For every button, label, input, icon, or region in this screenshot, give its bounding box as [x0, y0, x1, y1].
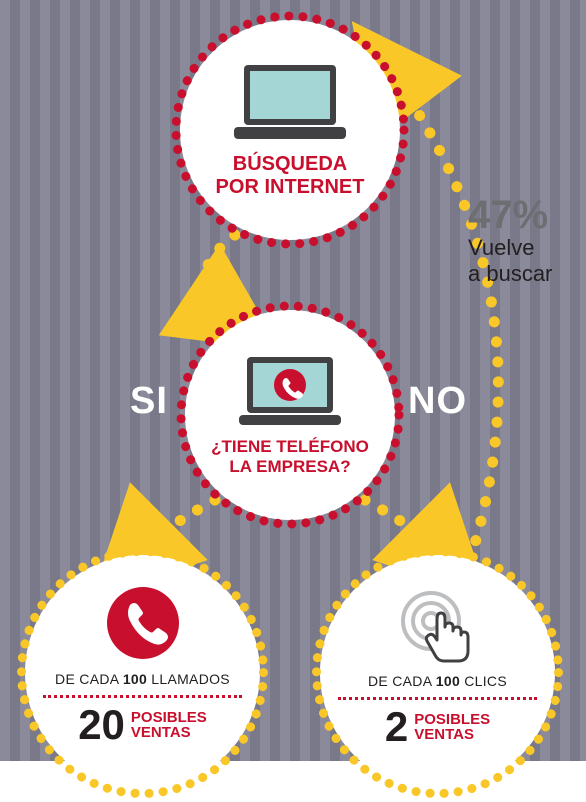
br-label-2: VENTAS [414, 726, 474, 743]
node-calls-result: DE CADA 100 LLAMADOS 20 POSIBLES VENTAS [25, 555, 260, 790]
callout-line1: Vuelve [468, 235, 552, 261]
callout-47pct: 47% Vuelve a buscar [468, 195, 552, 287]
bl-label-2: VENTAS [131, 724, 191, 741]
bl-prefix: DE CADA [55, 671, 119, 687]
bl-suffix: LLAMADOS [151, 671, 230, 687]
divider [43, 695, 243, 698]
click-target-icon [397, 585, 479, 663]
node-clicks-result: DE CADA 100 CLICS 2 POSIBLES VENTAS [320, 555, 555, 790]
node-has-phone: ¿TIENE TELÉFONO LA EMPRESA? [185, 310, 395, 520]
br-suffix: CLICS [464, 673, 507, 689]
br-value: 2 [385, 706, 408, 748]
divider [338, 697, 538, 700]
node-internet-search: BÚSQUEDA POR INTERNET [180, 20, 400, 240]
bl-bold: 100 [123, 671, 147, 687]
node-mid-title-1: ¿TIENE TELÉFONO [211, 437, 369, 457]
br-prefix: DE CADA [368, 673, 432, 689]
node-mid-title-2: LA EMPRESA? [211, 457, 369, 477]
node-top-title-2: POR INTERNET [216, 176, 365, 199]
callout-line2: a buscar [468, 261, 552, 287]
label-si: SI [130, 380, 168, 423]
bl-value: 20 [78, 704, 125, 746]
node-top-title-1: BÚSQUEDA [216, 153, 365, 176]
callout-percent: 47% [468, 195, 552, 235]
label-no: NO [408, 380, 467, 423]
phone-circle-icon [105, 585, 181, 661]
laptop-icon [230, 61, 350, 143]
br-bold: 100 [436, 673, 460, 689]
laptop-phone-icon [235, 353, 345, 429]
infographic-stage: BÚSQUEDA POR INTERNET SI NO ¿TIENE TELÉF… [0, 0, 586, 761]
